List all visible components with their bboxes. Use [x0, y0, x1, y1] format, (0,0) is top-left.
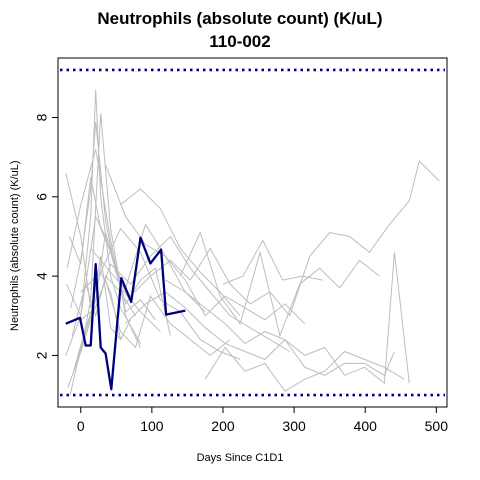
background-series-17 — [204, 346, 405, 392]
background-series-15 — [165, 279, 395, 377]
background-series-14 — [125, 252, 410, 385]
background-series-13 — [90, 160, 440, 317]
chart-subtitle: 110-002 — [209, 32, 271, 51]
highlight-series-line — [65, 236, 186, 391]
x-tick-label-300: 300 — [282, 418, 306, 434]
y-tick-label-2: 2 — [34, 351, 50, 359]
background-series-4 — [67, 113, 141, 388]
background-series-8 — [71, 275, 136, 336]
x-tick-label-200: 200 — [211, 418, 235, 434]
x-tick-label-100: 100 — [140, 418, 164, 434]
background-series-7 — [66, 149, 156, 321]
y-tick-label-4: 4 — [34, 272, 50, 280]
background-series-18 — [222, 239, 323, 285]
y-axis-label: Neutrophils (absolute count) (K/uL) — [9, 160, 21, 331]
background-series-6 — [69, 256, 131, 396]
background-series-9 — [68, 176, 161, 332]
background-series-20 — [105, 164, 206, 313]
plot-layer: 0 100 200 300 400 500 2 4 6 8 — [34, 57, 449, 434]
background-series-11 — [80, 227, 241, 360]
y-tick-label-8: 8 — [34, 113, 50, 121]
background-series-16 — [179, 231, 380, 338]
y-tick-label-6: 6 — [34, 193, 50, 201]
x-tick-label-500: 500 — [425, 418, 449, 434]
plot-border — [57, 57, 448, 408]
background-series-1 — [65, 172, 122, 340]
x-axis-label: Days Since C1D1 — [196, 452, 284, 464]
background-series-19 — [120, 188, 241, 317]
chart-title: Neutrophils (absolute count) (K/uL) — [97, 9, 383, 28]
x-tick-label-400: 400 — [354, 418, 378, 434]
background-series-12 — [80, 235, 291, 352]
x-tick-label-0: 0 — [77, 418, 85, 434]
